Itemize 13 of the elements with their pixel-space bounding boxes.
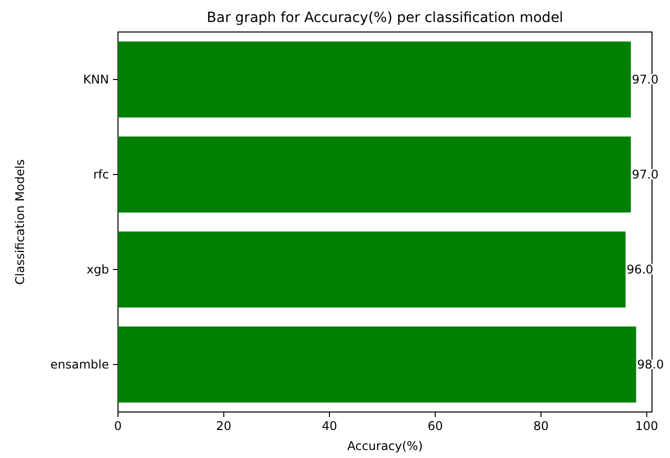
y-tick-label: rfc <box>93 168 109 182</box>
y-tick-label: ensamble <box>50 358 109 372</box>
y-tick-label: KNN <box>83 72 109 86</box>
y-tick-label: xgb <box>86 262 109 276</box>
chart-title: Bar graph for Accuracy(%) per classification model <box>206 10 564 26</box>
x-tick-label: 60 <box>428 419 443 433</box>
x-tick-label: 0 <box>114 419 122 433</box>
y-axis-title: Classification Models <box>13 159 27 285</box>
x-tick-label: 80 <box>533 419 549 433</box>
x-tick-label: 40 <box>322 419 338 433</box>
x-tick-label: 20 <box>216 419 232 433</box>
x-tick-label: 100 <box>635 419 658 433</box>
x-axis-title: Accuracy(%) <box>347 439 423 453</box>
